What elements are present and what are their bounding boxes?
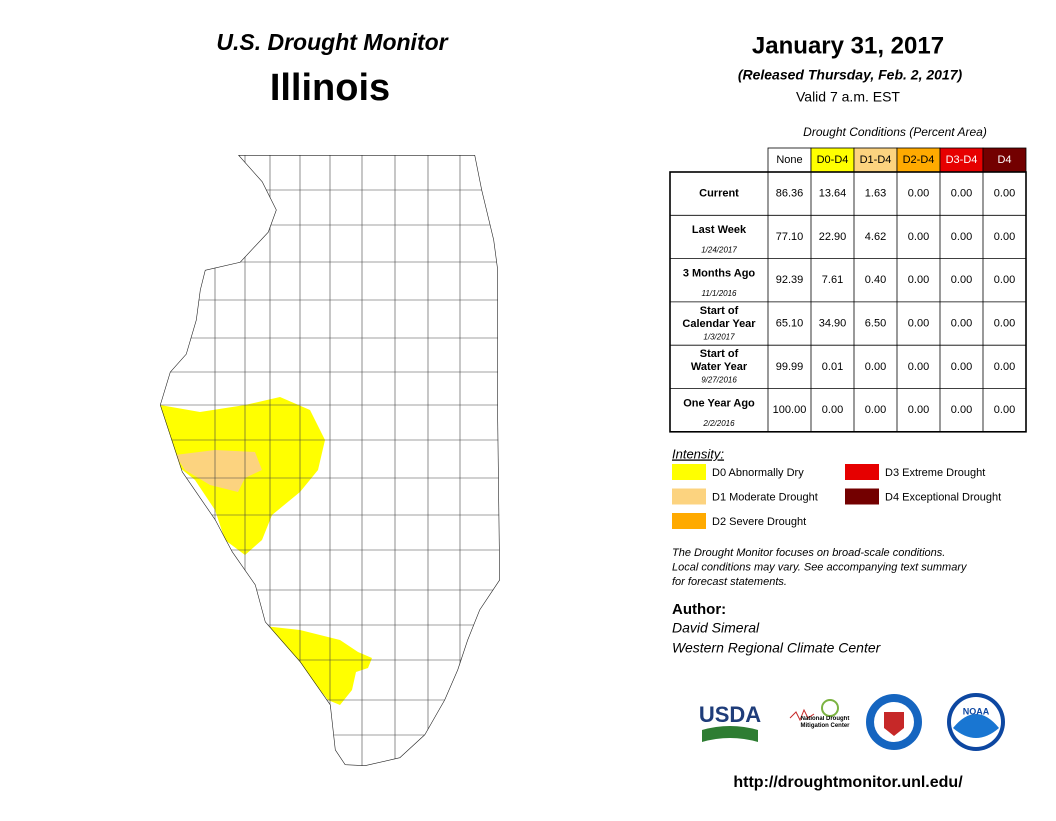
table-cell: 13.64 [819, 188, 847, 200]
column-header: D2-D4 [903, 154, 935, 166]
usda-text: USDA [699, 702, 761, 727]
released: (Released Thursday, Feb. 2, 2017) [738, 67, 963, 83]
table-cell: 0.00 [908, 361, 929, 373]
legend-swatch [845, 464, 879, 480]
doc-logo [866, 694, 922, 750]
table-cell: 86.36 [776, 188, 804, 200]
table-cell: 99.99 [776, 361, 804, 373]
table-cell: 65.10 [776, 317, 804, 329]
legend-label: D3 Extreme Drought [885, 467, 985, 479]
row-label: Last Week [692, 224, 747, 236]
map [160, 155, 500, 766]
legend-swatch [672, 513, 706, 529]
table-cell: 0.40 [865, 274, 886, 286]
title: U.S. Drought Monitor [216, 29, 448, 55]
column-header: D4 [997, 154, 1011, 166]
table-cell: 0.00 [994, 274, 1015, 286]
ndmc-text: National Drought Mitigation Center [800, 716, 850, 729]
valid: Valid 7 a.m. EST [796, 89, 900, 105]
column-header: D1-D4 [860, 154, 892, 166]
table-cell: 4.62 [865, 231, 886, 243]
table-cell: 77.10 [776, 231, 804, 243]
table-cell: 6.50 [865, 317, 886, 329]
ndmc-logo: National Drought Mitigation Center [789, 699, 850, 729]
noaa-logo: NOAA [947, 693, 1005, 751]
table-cell: 100.00 [773, 404, 807, 416]
row-date: 1/24/2017 [701, 246, 737, 255]
table-cell: 34.90 [819, 317, 847, 329]
table-cell: 0.00 [908, 188, 929, 200]
column-header: None [776, 154, 802, 166]
legend-label: D4 Exceptional Drought [885, 491, 1001, 503]
table-cell: 0.00 [951, 188, 972, 200]
table-cell: 7.61 [822, 274, 843, 286]
table-cell: 0.00 [865, 404, 886, 416]
url: http://droughtmonitor.unl.edu/ [733, 774, 963, 791]
table-cell: 0.00 [951, 317, 972, 329]
date: January 31, 2017 [752, 32, 944, 59]
row-label: One Year Ago [683, 397, 755, 409]
legend-label: D1 Moderate Drought [712, 491, 818, 503]
row-date: 1/3/2017 [703, 332, 735, 341]
table-cell: 0.00 [908, 317, 929, 329]
table-cell: 0.00 [908, 404, 929, 416]
row-date: 11/1/2016 [702, 289, 738, 298]
legend-label: D2 Severe Drought [712, 516, 806, 528]
row-label: 3 Months Ago [683, 268, 756, 280]
table-cell: 0.00 [994, 404, 1015, 416]
usda-logo: USDA [699, 702, 761, 742]
table-cell: 0.00 [951, 361, 972, 373]
table-cell: 0.00 [994, 188, 1015, 200]
table-cell: 0.01 [822, 361, 843, 373]
column-header-cell [982, 147, 1027, 173]
table-cell: 1.63 [865, 188, 886, 200]
table-cell: 92.39 [776, 274, 804, 286]
author-name: David Simeral [672, 620, 760, 636]
legend-title: Intensity: [672, 446, 724, 461]
row-label: Start of Calendar Year [682, 305, 756, 330]
row-label: Start of Water Year [691, 348, 748, 373]
table-cell: 0.00 [822, 404, 843, 416]
legend-label: D0 Abnormally Dry [712, 467, 804, 479]
table-cell: 0.00 [865, 361, 886, 373]
author-title: Author: [672, 601, 726, 618]
table-cell: 0.00 [951, 231, 972, 243]
legend-swatch [845, 488, 879, 505]
column-header: D0-D4 [817, 154, 849, 166]
row-date: 9/27/2016 [701, 376, 737, 385]
table-cell: 22.90 [819, 231, 847, 243]
note-line: for forecast statements. [672, 576, 787, 588]
legend-swatch [672, 464, 706, 480]
noaa-text: NOAA [963, 706, 990, 716]
table-cell: 0.00 [994, 317, 1015, 329]
column-header: D3-D4 [946, 154, 978, 166]
table-cell: 0.00 [951, 274, 972, 286]
table-cell: 0.00 [994, 231, 1015, 243]
table-cell: 0.00 [908, 274, 929, 286]
author-org: Western Regional Climate Center [672, 640, 882, 656]
table-cell: 0.00 [908, 231, 929, 243]
note-line: The Drought Monitor focuses on broad-sca… [672, 547, 945, 559]
note-line: Local conditions may vary. See accompany… [672, 561, 968, 573]
legend-swatch [672, 488, 706, 505]
table-cell: 0.00 [951, 404, 972, 416]
row-label: Current [699, 188, 739, 200]
table-cell: 0.00 [994, 361, 1015, 373]
row-date: 2/2/2016 [702, 419, 735, 428]
state: Illinois [270, 67, 390, 109]
table-caption: Drought Conditions (Percent Area) [803, 125, 987, 139]
